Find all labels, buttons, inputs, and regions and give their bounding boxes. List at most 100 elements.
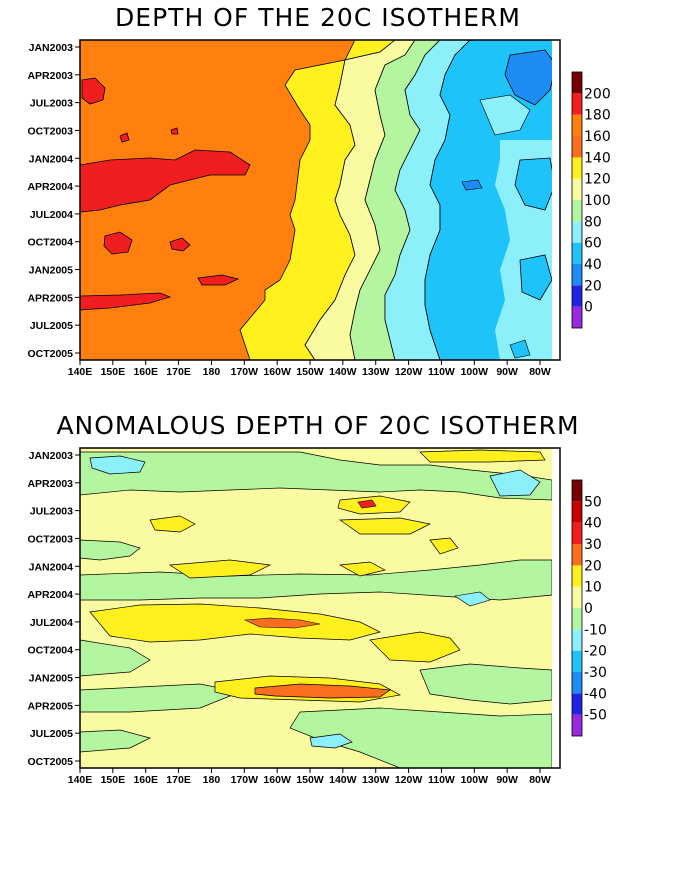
y-tick-label: APR2005: [27, 700, 73, 712]
y-tick-label: JAN2004: [29, 561, 74, 573]
colorbar-swatch: [572, 93, 582, 115]
y-tick-label: JUL2005: [30, 320, 73, 332]
y-tick-label: APR2005: [27, 292, 73, 304]
anomaly-panel: ANOMALOUS DEPTH OF 20C ISOTHERM: [27, 411, 606, 786]
y-tick-label: APR2003: [27, 478, 73, 490]
colorbar-swatch: [572, 285, 582, 307]
x-tick-label: 140W: [329, 366, 357, 378]
x-tick-label: 120W: [395, 366, 423, 378]
x-tick-label: 110W: [428, 366, 455, 378]
colorbar-swatch: [572, 178, 582, 200]
colorbar-label: 20: [584, 278, 602, 294]
colorbar-swatch: [572, 136, 582, 158]
y-tick-label: JAN2005: [29, 673, 74, 685]
colorbar-swatch: [572, 157, 582, 179]
colorbar-label: 10: [584, 580, 602, 596]
x-tick-label: 110W: [428, 774, 455, 786]
y-tick-label: OCT2005: [27, 348, 73, 360]
y-tick-label: OCT2003: [27, 533, 73, 545]
depth-chart-title: DEPTH OF THE 20C ISOTHERM: [115, 3, 521, 32]
anomaly-chart-title: ANOMALOUS DEPTH OF 20C ISOTHERM: [56, 411, 579, 440]
colorbar-label: 180: [584, 108, 611, 124]
x-tick-label: 80W: [529, 366, 551, 378]
colorbar-frame: [571, 71, 583, 329]
x-tick-label: 160W: [263, 774, 291, 786]
x-tick-label: 170E: [166, 366, 191, 378]
x-tick-label: 150W: [296, 366, 324, 378]
colorbar-swatch: [572, 650, 582, 672]
x-tick-label: 170W: [231, 366, 259, 378]
colorbar-label: 80: [584, 214, 602, 230]
y-tick-label: APR2004: [27, 181, 73, 193]
depth-y-axis: JAN2003 APR2003 JUL2003 OCT2003 JAN2004 APR20…: [27, 42, 80, 360]
y-tick-label: JUL2004: [30, 617, 73, 629]
colorbar-swatch: [572, 714, 582, 736]
colorbar-frame: [571, 479, 583, 737]
colorbar-swatch: [572, 200, 582, 222]
colorbar-label: 160: [584, 129, 611, 145]
depth-panel: DEPTH OF THE 20C ISOTHERM: [27, 3, 610, 378]
y-tick-label: JUL2004: [30, 209, 73, 221]
y-tick-label: JAN2004: [29, 153, 74, 165]
colorbar-swatch: [572, 480, 582, 502]
colorbar-label: 0: [584, 300, 593, 316]
colorbar-swatch: [572, 586, 582, 608]
depth-x-axis: 140E 150E 160E 170E 180 170W 160W 150W 140W 130W 1…: [68, 360, 551, 378]
colorbar-swatch: [572, 114, 582, 136]
anomaly-colorbar: -50 -40 -30 -20 -10 0 10 20 30 40 50: [571, 479, 607, 737]
x-tick-label: 180: [203, 774, 221, 786]
colorbar-label: -20: [584, 644, 607, 660]
depth-plot-frame: [79, 39, 561, 361]
anomaly-field: [79, 448, 560, 769]
colorbar-label: -10: [584, 622, 607, 638]
y-tick-label: JUL2003: [30, 506, 73, 518]
x-tick-label: 150E: [101, 774, 126, 786]
y-tick-label: JUL2005: [30, 728, 73, 740]
x-tick-label: 180: [203, 366, 221, 378]
x-tick-label: 90W: [496, 366, 518, 378]
colorbar-swatch: [572, 544, 582, 566]
colorbar-swatch: [572, 565, 582, 587]
colorbar-label: -50: [584, 708, 607, 724]
depth-field: [79, 39, 561, 361]
colorbar-label: 0: [584, 601, 593, 617]
colorbar-swatch: [572, 501, 582, 523]
y-tick-label: APR2003: [27, 70, 73, 82]
colorbar-label: 20: [584, 558, 602, 574]
x-tick-label: 150W: [296, 774, 324, 786]
y-tick-label: OCT2003: [27, 125, 73, 137]
colorbar-label: 120: [584, 172, 611, 188]
x-tick-label: 100W: [461, 366, 489, 378]
x-tick-label: 80W: [529, 774, 551, 786]
x-tick-label: 160E: [133, 366, 158, 378]
anomaly-x-axis: 140E 150E 160E 170E 180 170W 160W 150W 140W 130W 1…: [68, 768, 551, 786]
x-tick-label: 170W: [231, 774, 259, 786]
colorbar-swatch: [572, 242, 582, 264]
x-tick-label: 120W: [395, 774, 423, 786]
colorbar-swatch: [572, 608, 582, 630]
x-tick-label: 130W: [362, 366, 390, 378]
y-tick-label: OCT2004: [27, 237, 73, 249]
x-tick-label: 170E: [166, 774, 191, 786]
x-tick-label: 90W: [496, 774, 518, 786]
colorbar-label: 100: [584, 193, 611, 209]
y-tick-label: JUL2003: [30, 98, 73, 110]
anomaly-plot-frame: [79, 447, 561, 769]
x-tick-label: 160E: [133, 774, 158, 786]
x-tick-label: 140E: [68, 366, 93, 378]
colorbar-swatch: [572, 306, 582, 328]
x-tick-label: 140W: [329, 774, 357, 786]
colorbar-swatch: [572, 264, 582, 286]
colorbar-label: -30: [584, 665, 607, 681]
colorbar-label: 50: [584, 494, 602, 510]
y-tick-label: OCT2005: [27, 756, 73, 768]
x-tick-label: 100W: [461, 774, 489, 786]
colorbar-swatch: [572, 72, 582, 94]
y-tick-label: JAN2005: [29, 265, 74, 277]
colorbar-swatch: [572, 522, 582, 544]
depth-colorbar: 0 20 40 60 80 100 120 140 160 180 200: [571, 71, 611, 329]
colorbar-swatch: [572, 693, 582, 715]
colorbar-swatch: [572, 672, 582, 694]
x-tick-label: 140E: [68, 774, 93, 786]
